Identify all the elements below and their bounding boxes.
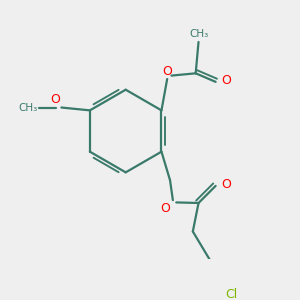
- Text: O: O: [221, 178, 231, 191]
- Text: Cl: Cl: [226, 288, 238, 300]
- Text: CH₃: CH₃: [189, 28, 208, 38]
- Text: O: O: [160, 202, 170, 214]
- Text: CH₃: CH₃: [18, 103, 37, 112]
- Text: O: O: [221, 74, 231, 87]
- Text: O: O: [162, 64, 172, 78]
- Text: O: O: [50, 93, 60, 106]
